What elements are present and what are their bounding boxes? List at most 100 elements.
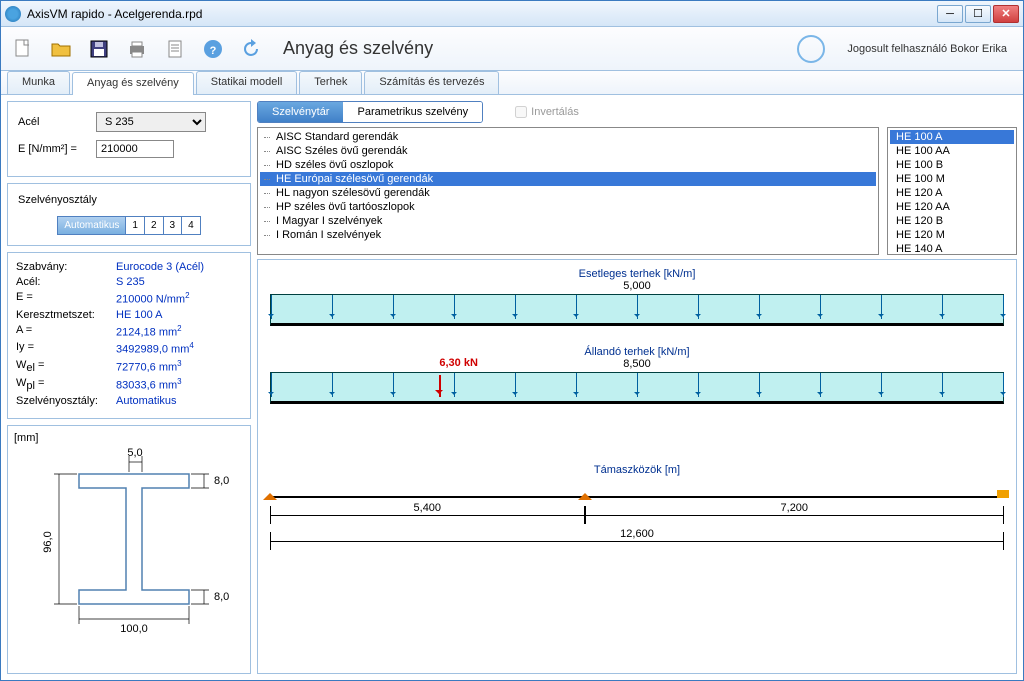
refresh-icon[interactable] (237, 35, 265, 63)
info-value: S 235 (116, 276, 145, 288)
minimize-button[interactable]: ─ (937, 5, 963, 23)
tree-item[interactable]: I Román I szelvények (260, 228, 876, 242)
e-input[interactable] (96, 140, 174, 158)
help-icon[interactable]: ? (199, 35, 227, 63)
load-arrow-icon (393, 295, 394, 319)
open-icon[interactable] (47, 35, 75, 63)
size-item[interactable]: HE 120 B (890, 214, 1014, 228)
tab-3[interactable]: Terhek (299, 71, 362, 94)
material-panel: Acél S 235 E [N/mm²] = (7, 101, 251, 177)
svg-text:8,0: 8,0 (214, 475, 229, 487)
e-label: E [N/mm²] = (18, 143, 96, 155)
app-window: AxisVM rapido - Acelgerenda.rpd ─ ☐ ✕ ? … (0, 0, 1024, 681)
load-arrow-icon (637, 373, 638, 397)
load-arrow-icon (332, 295, 333, 319)
support-icon (263, 486, 277, 500)
variable-load-title: Esetleges terhek [kN/m] (270, 268, 1004, 280)
svg-text:?: ? (210, 45, 217, 57)
close-button[interactable]: ✕ (993, 5, 1019, 23)
tree-item[interactable]: AISC Standard gerendák (260, 130, 876, 144)
variable-load-block: Esetleges terhek [kN/m] 5,000 (270, 268, 1004, 326)
size-item[interactable]: HE 120 M (890, 228, 1014, 242)
size-item[interactable]: HE 120 AA (890, 200, 1014, 214)
load-arrow-icon (271, 373, 272, 397)
load-arrow-icon (515, 295, 516, 319)
section-class-group: Automatikus1234 (57, 216, 200, 235)
span-title: Támaszközök [m] (270, 464, 1004, 476)
tab-library[interactable]: Szelvénytár (258, 102, 343, 122)
load-arrow-icon (820, 295, 821, 319)
span-total-label: 12,600 (616, 528, 658, 540)
tab-parametric[interactable]: Parametrikus szelvény (343, 102, 482, 122)
tab-2[interactable]: Statikai modell (196, 71, 298, 94)
tree-item[interactable]: HL nagyon szélesövű gerendák (260, 186, 876, 200)
size-item[interactable]: HE 100 M (890, 172, 1014, 186)
size-item[interactable]: HE 140 A (890, 242, 1014, 255)
new-icon[interactable] (9, 35, 37, 63)
load-arrow-icon (332, 373, 333, 397)
info-value: 3492989,0 mm4 (116, 341, 194, 356)
load-arrow-icon (1003, 373, 1004, 397)
tree-item[interactable]: HD széles övű oszlopok (260, 158, 876, 172)
profile-drawing: 100,0 96,0 8,0 8,0 5,0 (14, 444, 244, 644)
span-beam-line (270, 496, 1004, 498)
tree-item[interactable]: I Magyar I szelvények (260, 214, 876, 228)
material-select[interactable]: S 235 (96, 112, 206, 132)
maximize-button[interactable]: ☐ (965, 5, 991, 23)
svg-text:8,0: 8,0 (214, 591, 229, 603)
point-load-label: 6,30 kN (439, 357, 478, 369)
permanent-load-beam: 6,30 kN (270, 372, 1004, 404)
main-tabs: MunkaAnyag és szelvényStatikai modellTer… (1, 71, 1023, 95)
section-class-option[interactable]: Automatikus (58, 217, 126, 234)
material-label: Acél (18, 116, 96, 128)
info-key: Wel = (16, 359, 116, 374)
info-panel: Szabvány:Eurocode 3 (Acél)Acél:S 235E =2… (7, 252, 251, 419)
support-icon (578, 486, 592, 500)
info-key: E = (16, 291, 116, 306)
info-key: Acél: (16, 276, 116, 288)
tree-item[interactable]: HE Európai szélesövű gerendák (260, 172, 876, 186)
size-item[interactable]: HE 120 A (890, 186, 1014, 200)
invert-checkbox[interactable]: Invertálás (515, 106, 579, 118)
permanent-load-block: Állandó terhek [kN/m] 8,500 6,30 kN (270, 346, 1004, 404)
app-icon (5, 6, 21, 22)
span-block: Támaszközök [m] 5,4007,200 12,600 (270, 464, 1004, 550)
selection-bar: Szelvénytár Parametrikus szelvény Invert… (257, 101, 1017, 123)
section-class-panel: Szelvényosztály Automatikus1234 (7, 183, 251, 246)
load-arrow-icon (393, 373, 394, 397)
load-arrow-icon (942, 295, 943, 319)
tree-item[interactable]: AISC Széles övű gerendák (260, 144, 876, 158)
print-icon[interactable] (123, 35, 151, 63)
unit-label: [mm] (14, 432, 244, 444)
info-value: 83033,6 mm3 (116, 377, 182, 392)
size-item[interactable]: HE 100 A (890, 130, 1014, 144)
load-arrow-icon (759, 373, 760, 397)
tree-item[interactable]: HP széles övű tartóoszlopok (260, 200, 876, 214)
section-class-option[interactable]: 2 (145, 217, 164, 234)
span-dimension-row-2: 12,600 (270, 532, 1004, 550)
section-class-option[interactable]: 1 (126, 217, 145, 234)
point-load-arrow (439, 375, 441, 397)
svg-text:96,0: 96,0 (42, 532, 54, 553)
tab-0[interactable]: Munka (7, 71, 70, 94)
size-item[interactable]: HE 100 B (890, 158, 1014, 172)
span-dim-label: 5,400 (410, 502, 446, 514)
tab-4[interactable]: Számítás és tervezés (364, 71, 499, 94)
section-class-option[interactable]: 3 (164, 217, 183, 234)
tab-1[interactable]: Anyag és szelvény (72, 72, 194, 95)
info-value: 2124,18 mm2 (116, 324, 182, 339)
section-class-option[interactable]: 4 (182, 217, 200, 234)
info-value: Eurocode 3 (Acél) (116, 261, 204, 273)
section-family-list[interactable]: AISC Standard gerendákAISC Széles övű ge… (257, 127, 879, 255)
info-key: Keresztmetszet: (16, 309, 116, 321)
info-value: 210000 N/mm2 (116, 291, 190, 306)
load-arrow-icon (576, 373, 577, 397)
save-icon[interactable] (85, 35, 113, 63)
section-size-list[interactable]: HE 100 AHE 100 AAHE 100 BHE 100 MHE 120 … (887, 127, 1017, 255)
report-icon[interactable] (161, 35, 189, 63)
section-class-label: Szelvényosztály (18, 194, 240, 206)
load-arrow-icon (820, 373, 821, 397)
size-item[interactable]: HE 100 AA (890, 144, 1014, 158)
load-arrow-icon (1003, 295, 1004, 319)
load-arrow-icon (454, 373, 455, 397)
